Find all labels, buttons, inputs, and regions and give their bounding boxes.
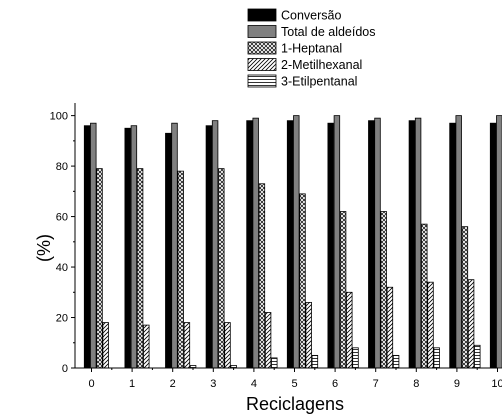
bar: [299, 193, 306, 369]
bar: [83, 125, 91, 369]
bar: [293, 115, 300, 369]
legend-label: 1-Heptanal: [281, 42, 342, 56]
bar: [177, 170, 184, 369]
bar: [380, 211, 387, 369]
x-tick-label: 2: [170, 378, 176, 390]
bar: [352, 347, 359, 369]
bar: [467, 279, 475, 369]
bar: [305, 301, 312, 369]
bar: [264, 312, 272, 369]
bar: [143, 324, 150, 369]
bar: [211, 120, 219, 369]
legend: Conversão Total de aldeídos 1-Heptanal 2-Me…: [247, 8, 376, 89]
legend-swatch: [247, 41, 277, 55]
legend-label: 3-Etilpentanal: [281, 75, 357, 89]
y-tick-label: 40: [56, 262, 68, 274]
bar: [368, 120, 375, 369]
bar: [311, 354, 319, 369]
bar: [333, 115, 341, 369]
bar: [218, 168, 225, 369]
axes: 0 20 40 60 80 100 0 1 2 3 4 5 6 7 8 9 10: [50, 103, 502, 390]
legend-label: Total de aldeídos: [281, 25, 376, 39]
y-tick-label: 100: [50, 111, 68, 123]
bar: [252, 117, 259, 369]
bar: [183, 322, 191, 369]
bar: [489, 122, 497, 369]
legend-swatch: [247, 74, 277, 88]
legend-label: 2-Metilhexanal: [281, 58, 362, 72]
bar: [286, 120, 294, 369]
bar: [449, 122, 456, 369]
legend-swatch: [247, 8, 277, 22]
bar: [496, 115, 502, 369]
bar: [339, 211, 347, 369]
bar: [392, 354, 400, 369]
bar: [271, 357, 278, 369]
y-tick-label: 0: [62, 363, 68, 375]
bar: [224, 322, 231, 369]
bar: [433, 347, 440, 369]
bar: [130, 125, 138, 369]
bar: [455, 115, 462, 369]
y-axis-label: (%): [34, 234, 54, 262]
bar: [96, 168, 103, 369]
x-tick-label: 8: [413, 378, 419, 390]
x-axis-label: Reciclagens: [246, 394, 344, 414]
bar: [124, 127, 131, 369]
x-tick-label: 10: [491, 378, 502, 390]
y-tick-label: 80: [56, 161, 68, 173]
bar: [461, 226, 469, 369]
x-tick-label: 1: [129, 378, 135, 390]
y-tick-label: 20: [56, 313, 68, 325]
bar: [421, 223, 428, 369]
x-tick-label: 3: [210, 378, 216, 390]
bars: [83, 115, 502, 369]
bar: [246, 120, 253, 369]
x-tick-label: 5: [291, 378, 297, 390]
bar: [374, 117, 381, 369]
legend-label: Conversão: [281, 9, 341, 23]
x-tick-label: 9: [454, 378, 460, 390]
x-tick-label: 7: [373, 378, 379, 390]
bar: [346, 291, 353, 369]
legend-swatch: [247, 58, 277, 71]
bar: [386, 286, 394, 369]
bar: [408, 120, 416, 369]
x-tick-label: 0: [88, 378, 94, 390]
y-tick-label: 60: [56, 212, 68, 224]
bar: [165, 132, 172, 369]
bar: [205, 125, 213, 369]
bar: [90, 122, 97, 369]
bar: [171, 122, 178, 369]
bar: [414, 117, 422, 369]
bar: [327, 122, 334, 369]
bar: [474, 344, 481, 369]
x-tick-label: 4: [251, 378, 257, 390]
bar: [427, 281, 434, 369]
legend-swatch: [247, 25, 277, 38]
bar: [102, 322, 109, 369]
bar: [136, 168, 144, 369]
bar: [258, 183, 266, 369]
x-tick-label: 6: [332, 378, 338, 390]
